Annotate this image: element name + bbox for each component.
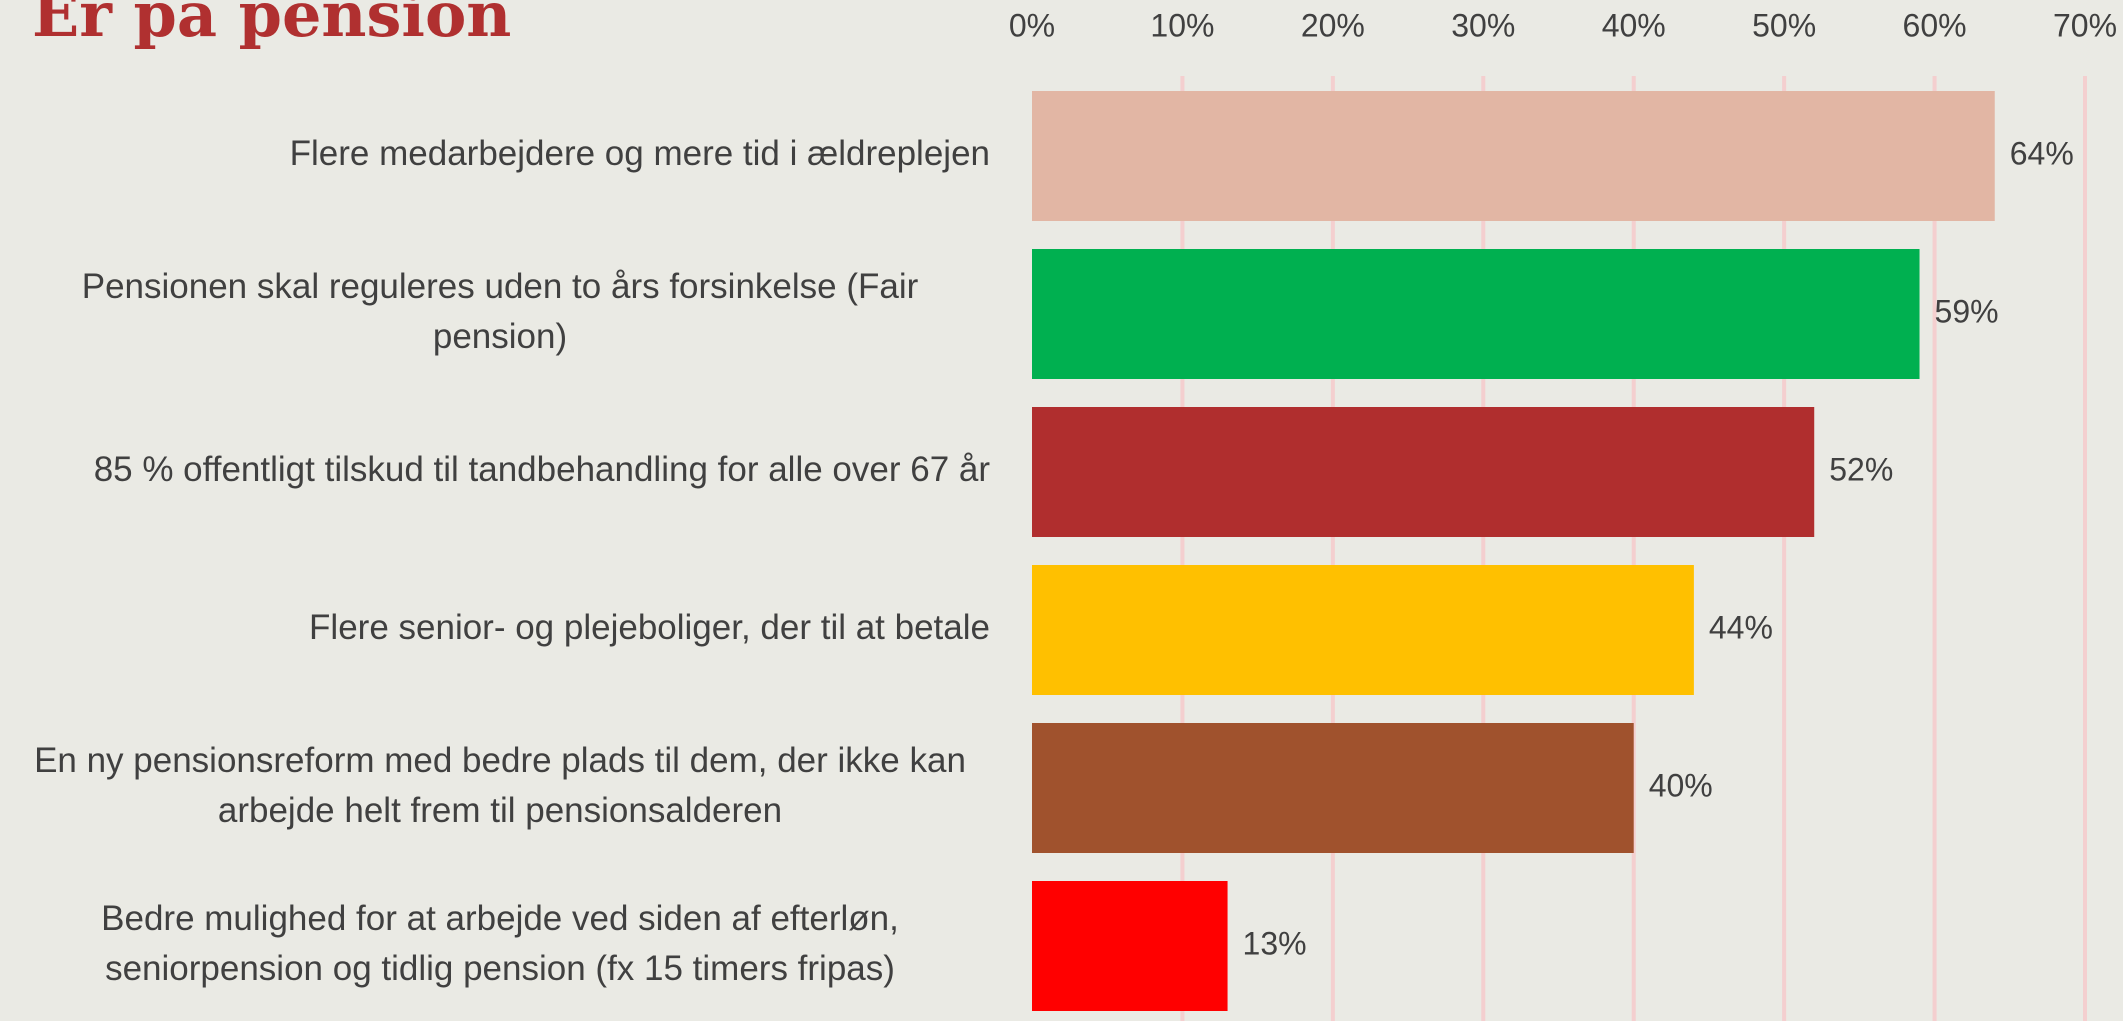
y-tick-label: Pensionen skal reguleres uden to års for… — [81, 267, 919, 356]
value-label: 44% — [1709, 609, 1773, 645]
bar — [1032, 249, 1920, 379]
y-tick-label: Flere medarbejdere og mere tid i ældrepl… — [289, 134, 990, 173]
x-tick-label: 0% — [1009, 7, 1055, 43]
bar — [1032, 881, 1228, 1011]
bar — [1032, 565, 1694, 695]
x-tick-label: 70% — [2053, 7, 2117, 43]
value-label: 52% — [1829, 451, 1893, 487]
x-tick-label: 20% — [1301, 7, 1365, 43]
x-tick-label: 30% — [1451, 7, 1515, 43]
value-label: 40% — [1649, 767, 1713, 803]
x-tick-label: 60% — [1903, 7, 1967, 43]
value-label: 64% — [2010, 135, 2074, 171]
y-tick-label: Bedre mulighed for at arbejde ved siden … — [101, 899, 899, 988]
bar — [1032, 723, 1634, 853]
x-tick-label: 50% — [1752, 7, 1816, 43]
x-tick-label: 40% — [1602, 7, 1666, 43]
bar — [1032, 407, 1815, 537]
x-tick-label: 10% — [1150, 7, 1214, 43]
y-tick-label: En ny pensionsreform med bedre plads til… — [34, 741, 966, 830]
y-tick-label: Flere senior- og plejeboliger, der til a… — [309, 608, 990, 647]
value-label: 59% — [1935, 293, 1999, 329]
bar — [1032, 91, 1995, 221]
value-label: 13% — [1243, 925, 1307, 961]
chart-title: Er på pension — [32, 0, 512, 51]
y-tick-label: 85 % offentligt tilskud til tandbehandli… — [93, 450, 990, 489]
